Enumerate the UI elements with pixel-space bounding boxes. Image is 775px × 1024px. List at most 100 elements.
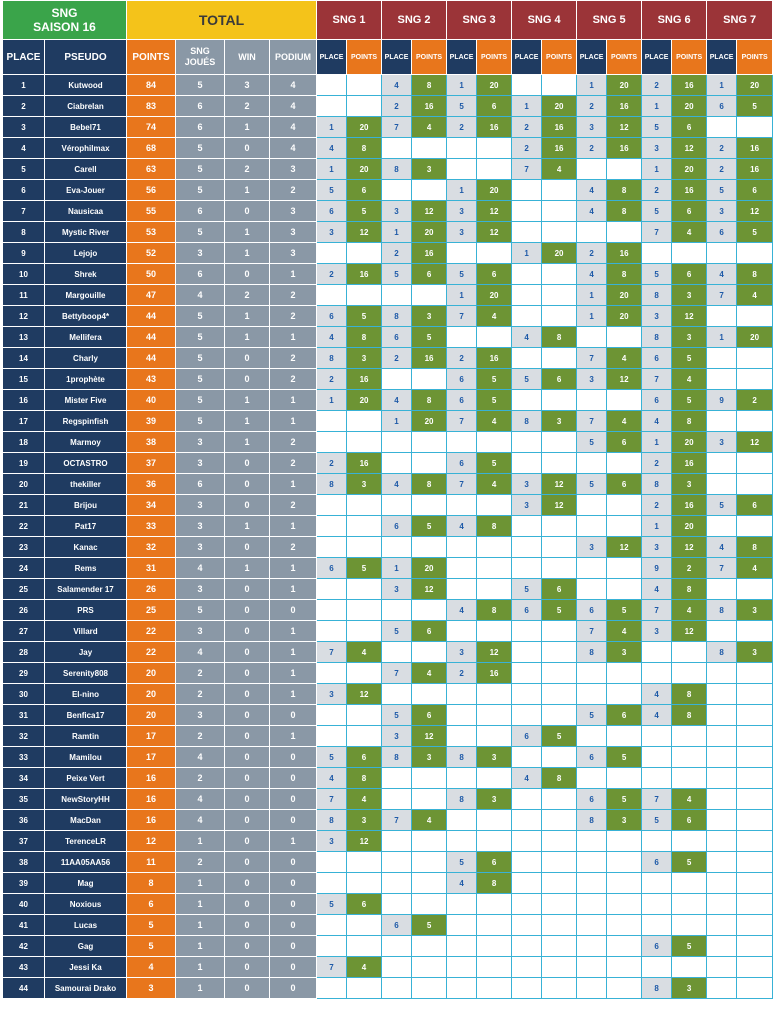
sng4-place-cell: 2 [511, 116, 543, 138]
podium-cell: 1 [269, 830, 318, 852]
sng1-place-cell [316, 242, 348, 264]
sng6-place-cell [641, 893, 673, 915]
sng7-place-cell [706, 662, 738, 684]
sng4-place-cell: 8 [511, 410, 543, 432]
sng5-header: SNG 5 [576, 0, 643, 40]
sng4-points-cell [541, 452, 578, 474]
sng5-points-cell: 20 [606, 305, 643, 327]
sng1-points-cell [346, 851, 383, 873]
sng3-place-cell [446, 893, 478, 915]
sng5-place-cell [576, 662, 608, 684]
podium-column-header: PODIUM [269, 39, 318, 75]
table-row: 24 Rems 31 4 1 1 6 5 1 20 9 2 7 4 [2, 557, 774, 579]
podium-cell: 0 [269, 851, 318, 873]
sng1-points-cell [346, 410, 383, 432]
sng1-points-cell [346, 872, 383, 894]
sng6-points-cell: 12 [671, 305, 708, 327]
sng6-points-cell: 8 [671, 683, 708, 705]
sng1-points-cell [346, 494, 383, 516]
sng2-place-cell: 3 [381, 578, 413, 600]
sng5-points-cell: 8 [606, 200, 643, 222]
sng2-place-cell [381, 641, 413, 663]
pseudo-cell: MacDan [43, 809, 128, 831]
sng2-place-cell [381, 956, 413, 978]
sng3-points-cell [476, 242, 513, 264]
podium-cell: 1 [269, 662, 318, 684]
sng5-points-cell [606, 893, 643, 915]
podium-cell: 1 [269, 620, 318, 642]
sng3-place-cell [446, 557, 478, 579]
sng3-points-cell: 5 [476, 452, 513, 474]
points-cell: 37 [126, 452, 177, 474]
sng7-place-cell: 3 [706, 200, 738, 222]
points-cell: 17 [126, 746, 177, 768]
points-cell: 16 [126, 809, 177, 831]
win-cell: 0 [224, 200, 271, 222]
sng7-place-cell: 2 [706, 158, 738, 180]
table-row: 34 Peixe Vert 16 2 0 0 4 8 4 8 [2, 767, 774, 789]
sng5-points-cell: 4 [606, 347, 643, 369]
sng3-points-cell: 20 [476, 284, 513, 306]
played-cell: 1 [175, 935, 226, 957]
sng1-points-cell: 8 [346, 137, 383, 159]
place-cell: 11 [2, 284, 45, 306]
sng5-points-cell [606, 872, 643, 894]
sng7-place-cell: 6 [706, 221, 738, 243]
sng2-points-cell: 8 [411, 389, 448, 411]
sng2-points-cell: 20 [411, 557, 448, 579]
sng4-points-cell: 16 [541, 137, 578, 159]
sng2-points-cell: 20 [411, 221, 448, 243]
sng3-place-cell: 1 [446, 74, 478, 96]
sng5-points-cell: 6 [606, 704, 643, 726]
played-cell: 3 [175, 242, 226, 264]
sng3-place-cell [446, 536, 478, 558]
sng7-points-cell [736, 410, 774, 432]
place-cell: 27 [2, 620, 45, 642]
sng2-points-cell: 6 [411, 263, 448, 285]
table-row: 13 Mellifera 44 5 1 1 4 8 6 5 4 8 8 3 1 20 [2, 326, 774, 348]
sng5-points-cell: 8 [606, 179, 643, 201]
played-cell: 4 [175, 641, 226, 663]
table-row: 6 Eva-Jouer 56 5 1 2 5 6 1 20 4 8 2 16 5 6 [2, 179, 774, 201]
pseudo-cell: Benfica17 [43, 704, 128, 726]
points-cell: 8 [126, 872, 177, 894]
table-row: 4 Vérophilmax 68 5 0 4 4 8 2 16 2 16 3 12 2 16 [2, 137, 774, 159]
points-cell: 56 [126, 179, 177, 201]
sng5-points-cell: 16 [606, 95, 643, 117]
place-column-header: PLACE [2, 39, 45, 75]
place-cell: 13 [2, 326, 45, 348]
sng7-points-cell [736, 788, 774, 810]
sng4-points-cell [541, 893, 578, 915]
played-cell: 3 [175, 494, 226, 516]
sng3-points-cell [476, 137, 513, 159]
played-cell: 5 [175, 158, 226, 180]
sng1-place-cell: 6 [316, 557, 348, 579]
sng4-points-cell [541, 662, 578, 684]
table-row: 3 Bebel71 74 6 1 4 1 20 7 4 2 16 2 16 3 12 5 6 [2, 116, 774, 138]
sng6-place-cell: 9 [641, 557, 673, 579]
sng7-place-cell: 1 [706, 326, 738, 348]
sng5-place-cell [576, 326, 608, 348]
sng2-points-cell [411, 977, 448, 999]
sng5-place-cell: 7 [576, 620, 608, 642]
win-cell: 1 [224, 557, 271, 579]
sng1-points-cell: 3 [346, 347, 383, 369]
points-cell: 43 [126, 368, 177, 390]
table-row: 12 Bettyboop4* 44 5 1 2 6 5 8 3 7 4 1 20 3 12 [2, 305, 774, 327]
sng2-place-cell [381, 599, 413, 621]
points-cell: 63 [126, 158, 177, 180]
sng7-points-cell [736, 977, 774, 999]
sng1-place-cell [316, 515, 348, 537]
win-cell: 0 [224, 620, 271, 642]
sng7-points-cell [736, 305, 774, 327]
sng2-points-cell: 6 [411, 620, 448, 642]
sng1-points-cell: 5 [346, 305, 383, 327]
sng7-points-cell [736, 368, 774, 390]
sng5-place-cell: 6 [576, 746, 608, 768]
win-column-header: WIN [224, 39, 271, 75]
pseudo-cell: 1prophète [43, 368, 128, 390]
sng3-points-cell: 16 [476, 662, 513, 684]
win-cell: 0 [224, 536, 271, 558]
pseudo-cell: El-nino [43, 683, 128, 705]
sng3-points-cell: 6 [476, 851, 513, 873]
